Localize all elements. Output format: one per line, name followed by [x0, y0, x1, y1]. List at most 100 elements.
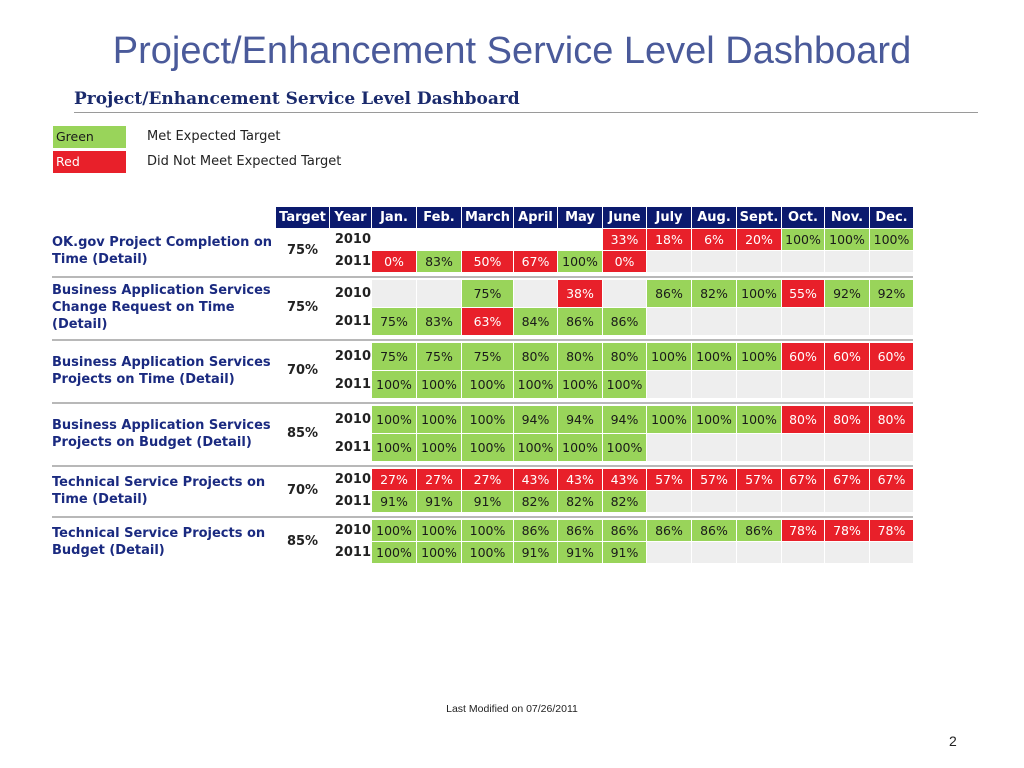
- month-value-cell: 80%: [825, 406, 869, 433]
- month-value-cell: [737, 371, 781, 398]
- month-value-cell: 100%: [737, 406, 781, 433]
- month-value-cell: 86%: [514, 520, 557, 541]
- metric-name[interactable]: Business Application Services Projects o…: [52, 354, 271, 387]
- month-value-cell: [825, 371, 869, 398]
- metric-target: 75%: [286, 300, 319, 315]
- row-year: 2010: [334, 412, 371, 427]
- month-value-cell: [417, 280, 461, 307]
- page-number: 2: [949, 733, 957, 749]
- month-value-cell: [417, 229, 461, 250]
- month-value-cell: 0%: [372, 251, 416, 272]
- month-value-cell: 91%: [372, 491, 416, 512]
- month-value-cell: 75%: [372, 343, 416, 370]
- month-value-cell: 100%: [603, 434, 646, 461]
- month-value-cell: 43%: [558, 469, 602, 490]
- table-row: 2011 75% 83% 63% 84% 86% 86%: [52, 308, 913, 335]
- metric-separator: [52, 273, 913, 279]
- month-value-cell: [870, 371, 913, 398]
- month-value-cell: [782, 371, 824, 398]
- month-value-cell: 0%: [603, 251, 646, 272]
- month-value-cell: [647, 542, 691, 563]
- month-value-cell: 86%: [603, 308, 646, 335]
- month-value-cell: 100%: [462, 520, 513, 541]
- month-value-cell: 78%: [782, 520, 824, 541]
- month-value-cell: [372, 229, 416, 250]
- month-value-cell: [647, 251, 691, 272]
- month-value-cell: 80%: [558, 343, 602, 370]
- month-value-cell: 63%: [462, 308, 513, 335]
- header-july: July: [647, 207, 691, 228]
- metric-name[interactable]: Technical Service Projects on Budget (De…: [52, 525, 266, 558]
- month-value-cell: 86%: [737, 520, 781, 541]
- month-value-cell: [782, 251, 824, 272]
- month-value-cell: [782, 308, 824, 335]
- legend-label-red: Did Not Meet Expected Target: [147, 154, 342, 169]
- legend-item-red: Red Did Not Meet Expected Target: [53, 149, 341, 174]
- separator-line: [52, 273, 913, 279]
- metric-name[interactable]: Technical Service Projects on Time (Deta…: [52, 474, 266, 507]
- month-value-cell: 27%: [462, 469, 513, 490]
- header-dec: Dec.: [870, 207, 913, 228]
- month-value-cell: 91%: [514, 542, 557, 563]
- month-value-cell: 100%: [692, 343, 736, 370]
- month-value-cell: [372, 280, 416, 307]
- metric-target: 70%: [286, 483, 319, 498]
- month-value-cell: [692, 491, 736, 512]
- legend: Green Met Expected Target Red Did Not Me…: [53, 124, 341, 174]
- row-year: 2011: [334, 377, 371, 392]
- table-row: 2011 100% 100% 100% 100% 100% 100%: [52, 434, 913, 461]
- month-value-cell: 83%: [417, 308, 461, 335]
- month-value-cell: 100%: [603, 371, 646, 398]
- month-value-cell: 67%: [870, 469, 913, 490]
- month-value-cell: 91%: [462, 491, 513, 512]
- month-value-cell: 100%: [372, 371, 416, 398]
- month-value-cell: 100%: [558, 371, 602, 398]
- row-year: 2010: [334, 286, 371, 301]
- month-value-cell: 100%: [417, 371, 461, 398]
- month-value-cell: 91%: [558, 542, 602, 563]
- metric-target: 85%: [286, 426, 319, 441]
- header-feb: Feb.: [417, 207, 461, 228]
- month-value-cell: 80%: [782, 406, 824, 433]
- month-value-cell: [737, 251, 781, 272]
- header-april: April: [514, 207, 557, 228]
- month-value-cell: 82%: [558, 491, 602, 512]
- month-value-cell: [692, 308, 736, 335]
- month-value-cell: 86%: [692, 520, 736, 541]
- month-value-cell: 100%: [737, 343, 781, 370]
- month-value-cell: 100%: [372, 542, 416, 563]
- month-value-cell: 100%: [462, 542, 513, 563]
- month-value-cell: 94%: [514, 406, 557, 433]
- month-value-cell: [514, 229, 557, 250]
- month-value-cell: [647, 491, 691, 512]
- month-value-cell: 100%: [417, 406, 461, 433]
- row-year: 2010: [334, 472, 371, 487]
- table-row: OK.gov Project Completion on Time (Detai…: [52, 229, 913, 267]
- month-value-cell: 86%: [647, 280, 691, 307]
- month-value-cell: 82%: [692, 280, 736, 307]
- month-value-cell: 86%: [558, 308, 602, 335]
- dashboard-subtitle: Project/Enhancement Service Level Dashbo…: [74, 89, 520, 109]
- month-value-cell: [737, 308, 781, 335]
- separator-line: [52, 462, 913, 468]
- month-value-cell: [647, 434, 691, 461]
- month-value-cell: 100%: [558, 434, 602, 461]
- month-value-cell: [825, 308, 869, 335]
- month-value-cell: 100%: [558, 251, 602, 272]
- month-value-cell: 91%: [417, 491, 461, 512]
- table-row: Business Application Services Projects o…: [52, 406, 913, 450]
- metric-name[interactable]: Business Application Services Change Req…: [52, 283, 271, 332]
- metric-name[interactable]: OK.gov Project Completion on Time (Detai…: [52, 234, 273, 267]
- month-value-cell: 67%: [825, 469, 869, 490]
- month-value-cell: 78%: [870, 520, 913, 541]
- separator-line: [52, 336, 913, 342]
- metric-name[interactable]: Business Application Services Projects o…: [52, 417, 271, 450]
- month-value-cell: 60%: [825, 343, 869, 370]
- header-spacer: [52, 207, 275, 228]
- month-value-cell: 33%: [603, 229, 646, 250]
- month-value-cell: 100%: [647, 406, 691, 433]
- header-march: March: [462, 207, 513, 228]
- table-row: Business Application Services Projects o…: [52, 343, 913, 387]
- month-value-cell: 91%: [603, 542, 646, 563]
- month-value-cell: [647, 371, 691, 398]
